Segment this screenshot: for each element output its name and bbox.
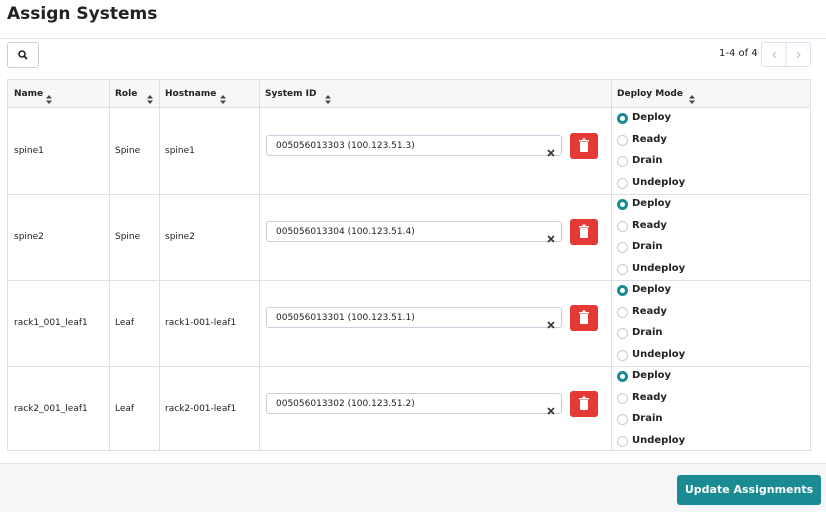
radio-label: Undeploy [632, 348, 686, 360]
sort-icon[interactable] [325, 89, 332, 108]
cell-name: spine2 [14, 232, 44, 242]
system-id-input[interactable]: 005056013303 (100.123.51.3) [266, 135, 562, 157]
divider [0, 38, 826, 39]
column-header[interactable]: Role [115, 89, 138, 99]
search-button[interactable] [7, 42, 39, 68]
header-row [8, 80, 810, 108]
sort-icon[interactable] [219, 89, 226, 108]
radio-unchecked[interactable] [617, 263, 628, 275]
cell-role: Leaf [115, 404, 135, 414]
delete-button[interactable] [570, 133, 598, 159]
cell-hostname: spine1 [165, 146, 195, 156]
sort-icon[interactable] [46, 89, 53, 108]
radio-label: Deploy [632, 284, 672, 295]
radio-unchecked[interactable] [617, 134, 628, 146]
system-id-input[interactable]: 005056013304 (100.123.51.4) [266, 221, 562, 243]
radio-label: Drain [632, 241, 663, 252]
radio-label: Undeploy [632, 176, 686, 188]
radio-label: Deploy [632, 370, 672, 381]
delete-button[interactable] [570, 391, 598, 417]
sort-icon[interactable] [688, 89, 695, 108]
radio-unchecked[interactable] [617, 242, 628, 253]
radio-checked[interactable] [617, 285, 628, 296]
radio-unchecked[interactable] [617, 349, 628, 361]
radio-label: Ready [632, 133, 667, 145]
column-header[interactable]: System ID [265, 89, 317, 99]
page-title: Assign Systems [7, 4, 158, 24]
radio-label: Ready [632, 219, 667, 231]
radio-label: Deploy [632, 112, 672, 123]
radio-label: Ready [632, 391, 667, 403]
row-divider [8, 280, 810, 281]
radio-label: Drain [632, 327, 663, 338]
radio-unchecked[interactable] [617, 392, 628, 404]
pagination-label: 1-4 of 4 [719, 48, 758, 59]
cell-role: Spine [115, 146, 141, 156]
row-divider [8, 194, 810, 195]
radio-checked[interactable] [617, 113, 628, 124]
cell-hostname: rack2-001-leaf1 [165, 404, 237, 414]
clear-icon[interactable] [547, 142, 555, 161]
cell-hostname: spine2 [165, 232, 195, 242]
radio-unchecked[interactable] [617, 306, 628, 318]
sort-icon[interactable] [147, 89, 154, 108]
radio-label: Drain [632, 413, 663, 424]
radio-unchecked[interactable] [617, 328, 628, 339]
radio-label: Drain [632, 155, 663, 166]
pager [761, 42, 811, 67]
radio-unchecked[interactable] [617, 156, 628, 167]
search-icon [18, 50, 28, 60]
radio-label: Undeploy [632, 434, 686, 446]
radio-checked[interactable] [617, 371, 628, 382]
clear-icon[interactable] [547, 228, 555, 247]
delete-button[interactable] [570, 219, 598, 245]
column-divider [611, 80, 612, 450]
update-button[interactable]: Update Assignments [677, 475, 821, 505]
system-id-value: 005056013303 (100.123.51.3) [276, 141, 415, 151]
cell-role: Spine [115, 232, 141, 242]
column-header[interactable]: Deploy Mode [617, 89, 683, 99]
system-id-value: 005056013301 (100.123.51.1) [276, 313, 415, 323]
column-header[interactable]: Hostname [165, 89, 217, 99]
radio-label: Deploy [632, 198, 672, 209]
column-divider [109, 80, 110, 450]
radio-unchecked[interactable] [617, 177, 628, 189]
radio-label: Undeploy [632, 262, 686, 274]
clear-icon[interactable] [547, 400, 555, 419]
column-divider [259, 80, 260, 450]
column-divider [159, 80, 160, 450]
radio-checked[interactable] [617, 199, 628, 210]
system-id-value: 005056013304 (100.123.51.4) [276, 227, 415, 237]
pager-arrows[interactable] [762, 43, 810, 66]
radio-unchecked[interactable] [617, 435, 628, 447]
row-divider [8, 366, 810, 367]
cell-role: Leaf [115, 318, 135, 328]
cell-hostname: rack1-001-leaf1 [165, 318, 237, 328]
system-id-input[interactable]: 005056013302 (100.123.51.2) [266, 393, 562, 415]
radio-unchecked[interactable] [617, 220, 628, 232]
delete-button[interactable] [570, 305, 598, 331]
clear-icon[interactable] [547, 314, 555, 333]
system-id-input[interactable]: 005056013301 (100.123.51.1) [266, 307, 562, 329]
system-id-value: 005056013302 (100.123.51.2) [276, 399, 415, 409]
table: Name Role Hostname System ID Deploy Mode spin… [7, 79, 811, 451]
radio-label: Ready [632, 305, 667, 317]
radio-unchecked[interactable] [617, 414, 628, 425]
column-header[interactable]: Name [14, 89, 44, 99]
cell-name: spine1 [14, 146, 44, 156]
cell-name: rack2_001_leaf1 [14, 404, 88, 414]
cell-name: rack1_001_leaf1 [14, 318, 88, 328]
